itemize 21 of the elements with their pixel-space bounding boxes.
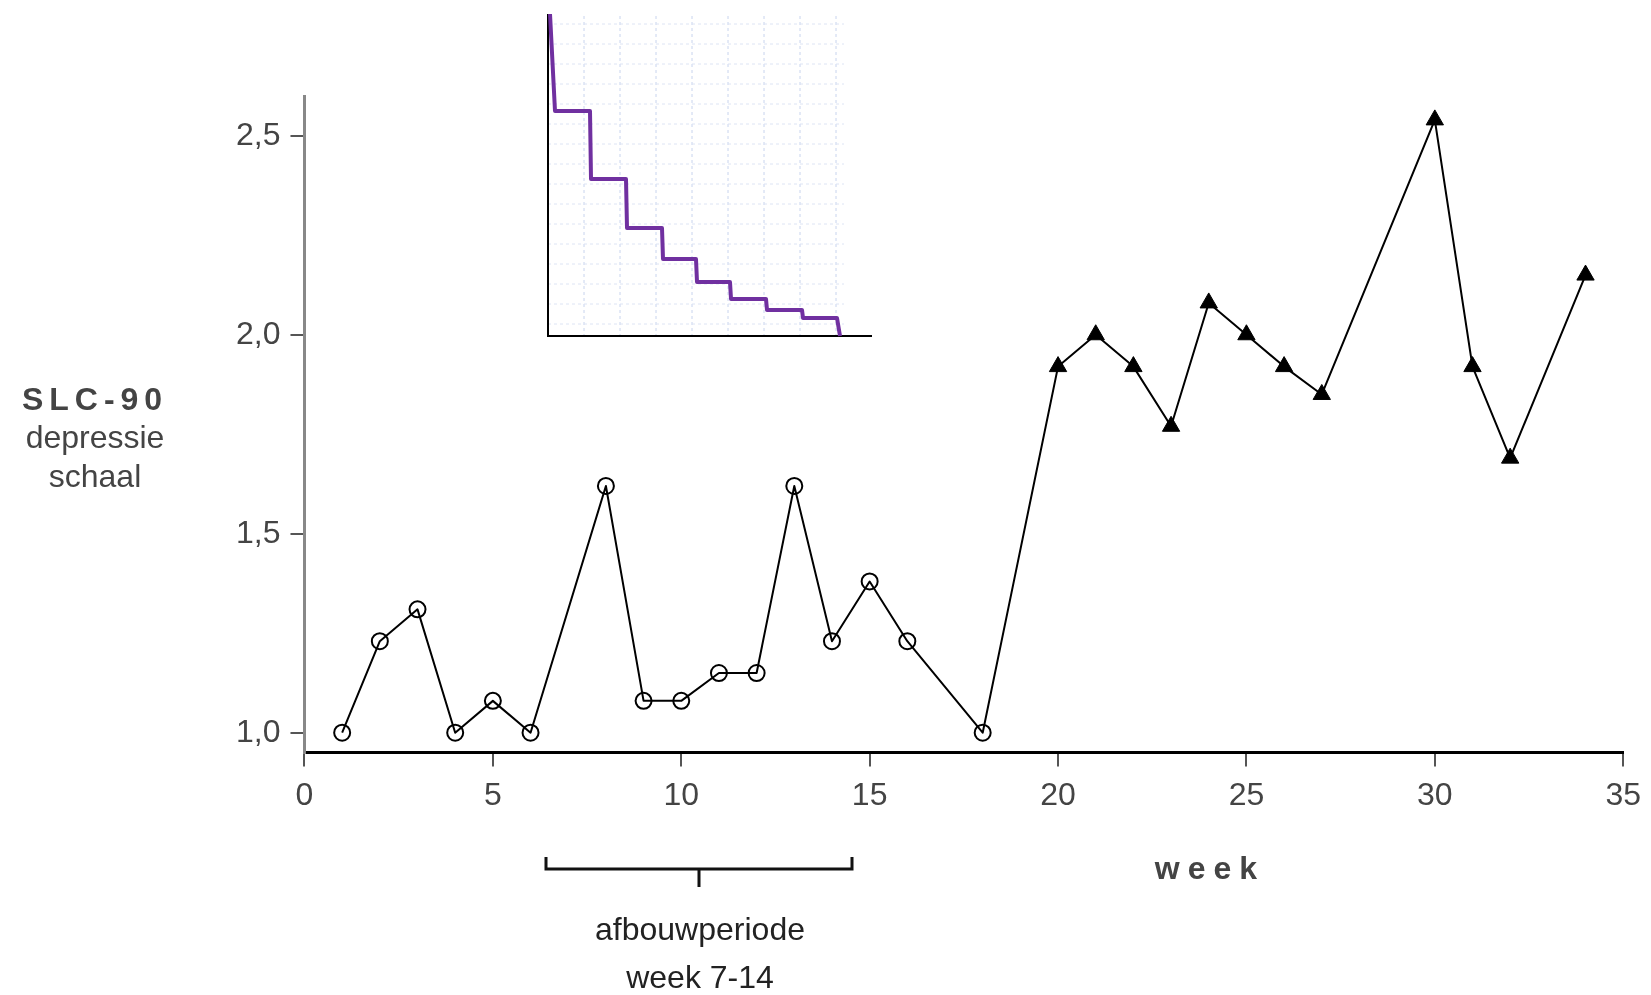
x-tick-label: 25 xyxy=(1228,775,1265,812)
point xyxy=(333,723,352,742)
x-axis-title: week xyxy=(1153,850,1267,887)
x-tick-label: 35 xyxy=(1605,775,1641,812)
y-tick-label: 1,0 xyxy=(236,712,281,749)
x-tick-label: 0 xyxy=(295,775,314,812)
point xyxy=(1312,383,1331,400)
y-tick-label: 2,0 xyxy=(236,314,281,351)
point xyxy=(1199,292,1218,309)
y-tick-label: 1,5 xyxy=(236,513,281,550)
x-tick-label: 5 xyxy=(483,775,502,812)
point xyxy=(1425,109,1444,126)
y-axis-title: SLC-90 depressie schaal xyxy=(20,380,170,496)
point xyxy=(1501,447,1520,464)
x-tick-label: 20 xyxy=(1040,775,1076,812)
text: afbouwperiode week 7-14 xyxy=(594,910,806,995)
y-tick-label: 2,5 xyxy=(236,115,281,152)
x-tick-label: 30 xyxy=(1417,775,1453,812)
x-tick-label: 10 xyxy=(663,775,700,812)
x-tick-label: 15 xyxy=(851,775,888,812)
point xyxy=(1576,264,1595,281)
